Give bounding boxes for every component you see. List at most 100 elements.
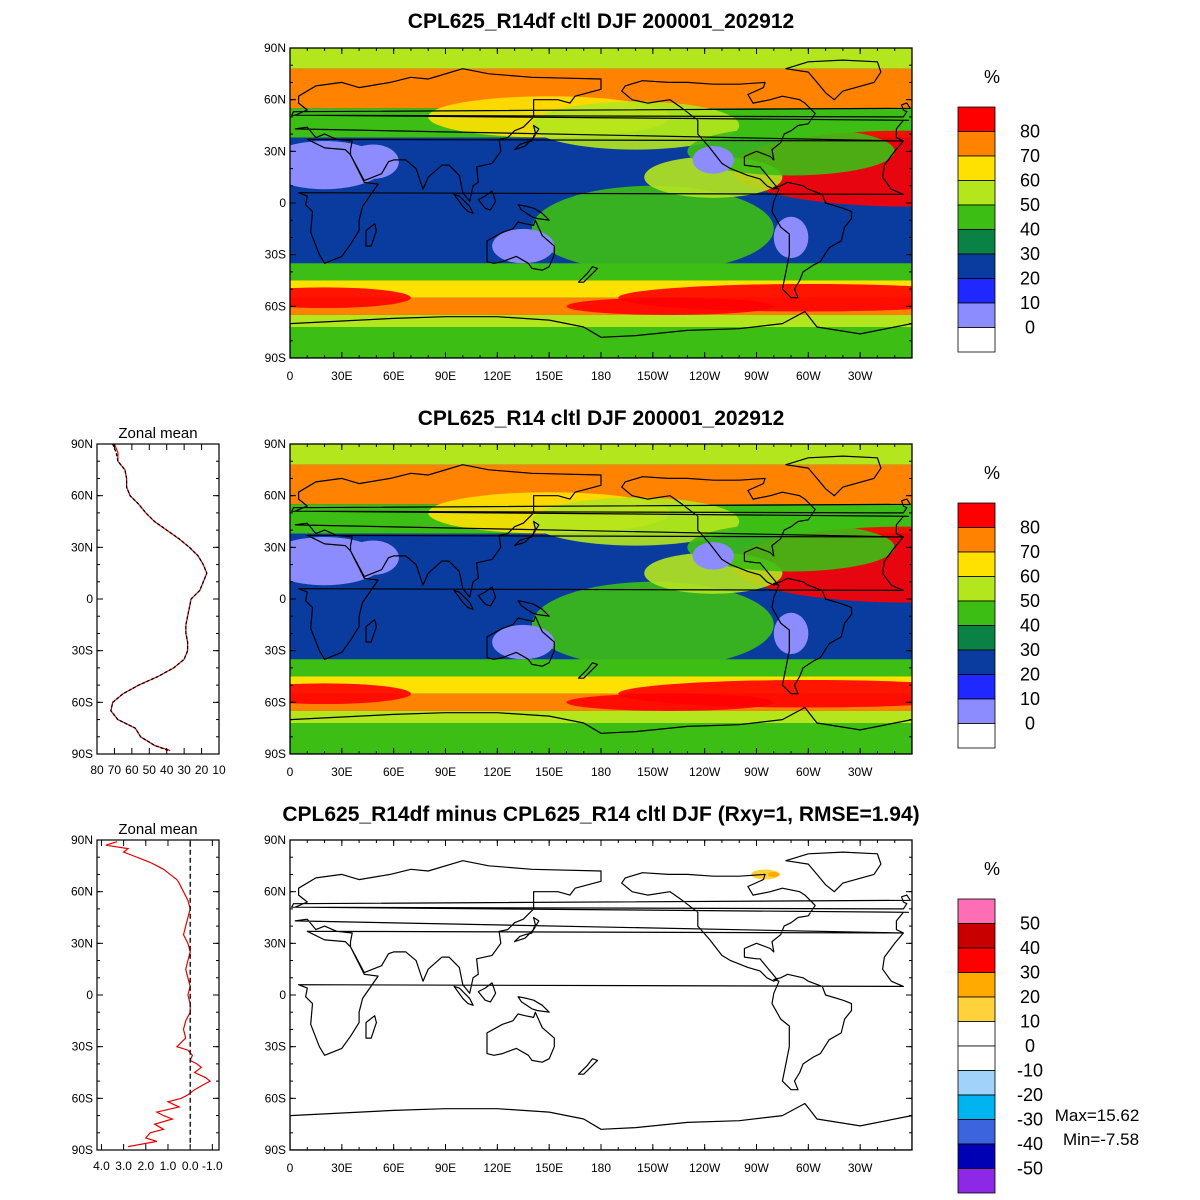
dry-region xyxy=(773,216,809,259)
colorbar-box xyxy=(957,600,996,626)
dry-region xyxy=(347,144,399,179)
colorbar-box xyxy=(957,131,996,157)
x-tick-label: 90W xyxy=(744,1161,769,1175)
dry-region xyxy=(492,228,555,264)
plot-frame xyxy=(96,839,220,1151)
colorbar-label: 70 xyxy=(1020,146,1040,166)
y-tick-label: 60N xyxy=(264,93,286,107)
coastlines xyxy=(290,851,912,1150)
colorbar-box xyxy=(957,551,996,577)
cloud-patch xyxy=(566,297,774,315)
y-tick-label: 90N xyxy=(71,833,93,847)
x-tick-label: 60E xyxy=(383,1161,404,1175)
zonal-mean-series xyxy=(110,444,208,752)
cloud-patch xyxy=(531,101,740,150)
x-tick-label: 1.0 xyxy=(160,1159,177,1173)
x-tick-label: 30W xyxy=(848,1161,873,1175)
dry-region xyxy=(347,540,399,575)
zonal-lines xyxy=(105,841,212,1148)
y-tick-label: 60N xyxy=(264,489,286,503)
y-tick-label: 60S xyxy=(72,695,93,709)
y-tick-label: 60S xyxy=(265,695,286,709)
colorbar-box xyxy=(957,106,996,132)
x-tick-label: 60E xyxy=(383,369,404,383)
bottom-zonal-mean-title: Zonal mean xyxy=(118,821,197,838)
y-tick-label: 30N xyxy=(264,540,286,554)
y-tick-label: 90N xyxy=(264,437,286,451)
colorbar-box xyxy=(957,502,996,528)
x-tick-label: 30 xyxy=(177,763,191,777)
colorbar-label: 0 xyxy=(1025,1036,1035,1056)
colorbar-label: 10 xyxy=(1020,689,1040,709)
colorbar-label: 0 xyxy=(1025,714,1035,734)
x-tick-label: 180 xyxy=(591,765,611,779)
colorbar-box xyxy=(957,576,996,602)
zonal-mean-series xyxy=(105,841,212,1148)
y-tick-label: 30S xyxy=(72,1040,93,1054)
cloud-patch xyxy=(566,693,774,711)
x-tick-label: 120E xyxy=(483,765,511,779)
lat-band xyxy=(290,263,912,281)
x-tick-label: 120E xyxy=(483,1161,511,1175)
x-tick-label: 80 xyxy=(90,763,104,777)
colorbar-label: 20 xyxy=(1020,987,1040,1007)
colorbar-label: -10 xyxy=(1017,1061,1043,1081)
colorbar-box xyxy=(957,253,996,279)
x-tick-label: 30E xyxy=(331,369,352,383)
x-tick-label: 50 xyxy=(143,763,157,777)
x-tick-label: 90E xyxy=(435,369,456,383)
x-tick-label: 0 xyxy=(287,1161,294,1175)
x-tick-label: 120W xyxy=(689,1161,721,1175)
middle-zonal-mean-plot: 90N 60N 30N 0 30S 60S 90S 80 70 60 50 40 30 20 10 xyxy=(71,437,226,777)
x-tick-label: 90E xyxy=(435,765,456,779)
y-tick-label: 0 xyxy=(279,196,286,210)
colorbar-box xyxy=(957,723,996,749)
x-tick-label: 0.0 xyxy=(182,1159,199,1173)
y-tick-label: 0 xyxy=(86,988,93,1002)
map-background xyxy=(290,840,912,1150)
cloud-patch xyxy=(531,497,740,546)
middle-map-title: CPL625_R14 cltl DJF 200001_202912 xyxy=(418,407,785,430)
middle-zonal-mean-title: Zonal mean xyxy=(118,425,197,442)
colorbar-box xyxy=(957,947,996,973)
x-tick-label: 10 xyxy=(212,763,226,777)
x-tick-label: 60W xyxy=(796,765,821,779)
colorbar-box xyxy=(957,327,996,353)
zonal-lines xyxy=(110,444,208,752)
colorbar-box xyxy=(957,1070,996,1096)
colorbar-box xyxy=(957,649,996,675)
x-tick-label: 30E xyxy=(331,1161,352,1175)
colorbar-label: 50 xyxy=(1020,195,1040,215)
x-tick-label: 120W xyxy=(689,765,721,779)
y-tick-label: 30N xyxy=(71,540,93,554)
middle-colorbar: 80 70 60 50 40 30 20 10 0 xyxy=(957,502,1040,749)
top-colorbar: 80 70 60 50 40 30 20 10 0 xyxy=(957,106,1040,353)
colorbar-box xyxy=(957,1094,996,1120)
colorbar-box xyxy=(957,229,996,255)
y-tick-label: 60N xyxy=(71,885,93,899)
min-value-label: Min=-7.58 xyxy=(1063,1130,1139,1149)
x-tick-label: 180 xyxy=(591,369,611,383)
x-tick-label: 70 xyxy=(108,763,122,777)
middle-colorbar-unit: % xyxy=(984,463,1000,483)
bottom-colorbar-unit: % xyxy=(984,859,1000,879)
x-tick-label: 60W xyxy=(796,369,821,383)
y-tick-label: 0 xyxy=(279,988,286,1002)
x-tick-label: 0 xyxy=(287,369,294,383)
x-tick-label: 60W xyxy=(796,1161,821,1175)
colorbar-box xyxy=(957,674,996,700)
colorbar-label: 10 xyxy=(1020,1012,1040,1032)
y-tick-label: 30S xyxy=(265,644,286,658)
colorbar-label: 30 xyxy=(1020,963,1040,983)
x-tick-label: 60 xyxy=(125,763,139,777)
y-tick-label: 30S xyxy=(265,1040,286,1054)
dry-region xyxy=(692,542,735,570)
y-tick-label: 90S xyxy=(265,351,286,365)
colorbar-label: 30 xyxy=(1020,244,1040,264)
x-tick-label: 30E xyxy=(331,765,352,779)
colorbar-box xyxy=(957,625,996,651)
top-colorbar-unit: % xyxy=(984,67,1000,87)
colorbar-label: 40 xyxy=(1020,938,1040,958)
map-fill xyxy=(290,48,912,358)
x-tick-label: 30W xyxy=(848,369,873,383)
